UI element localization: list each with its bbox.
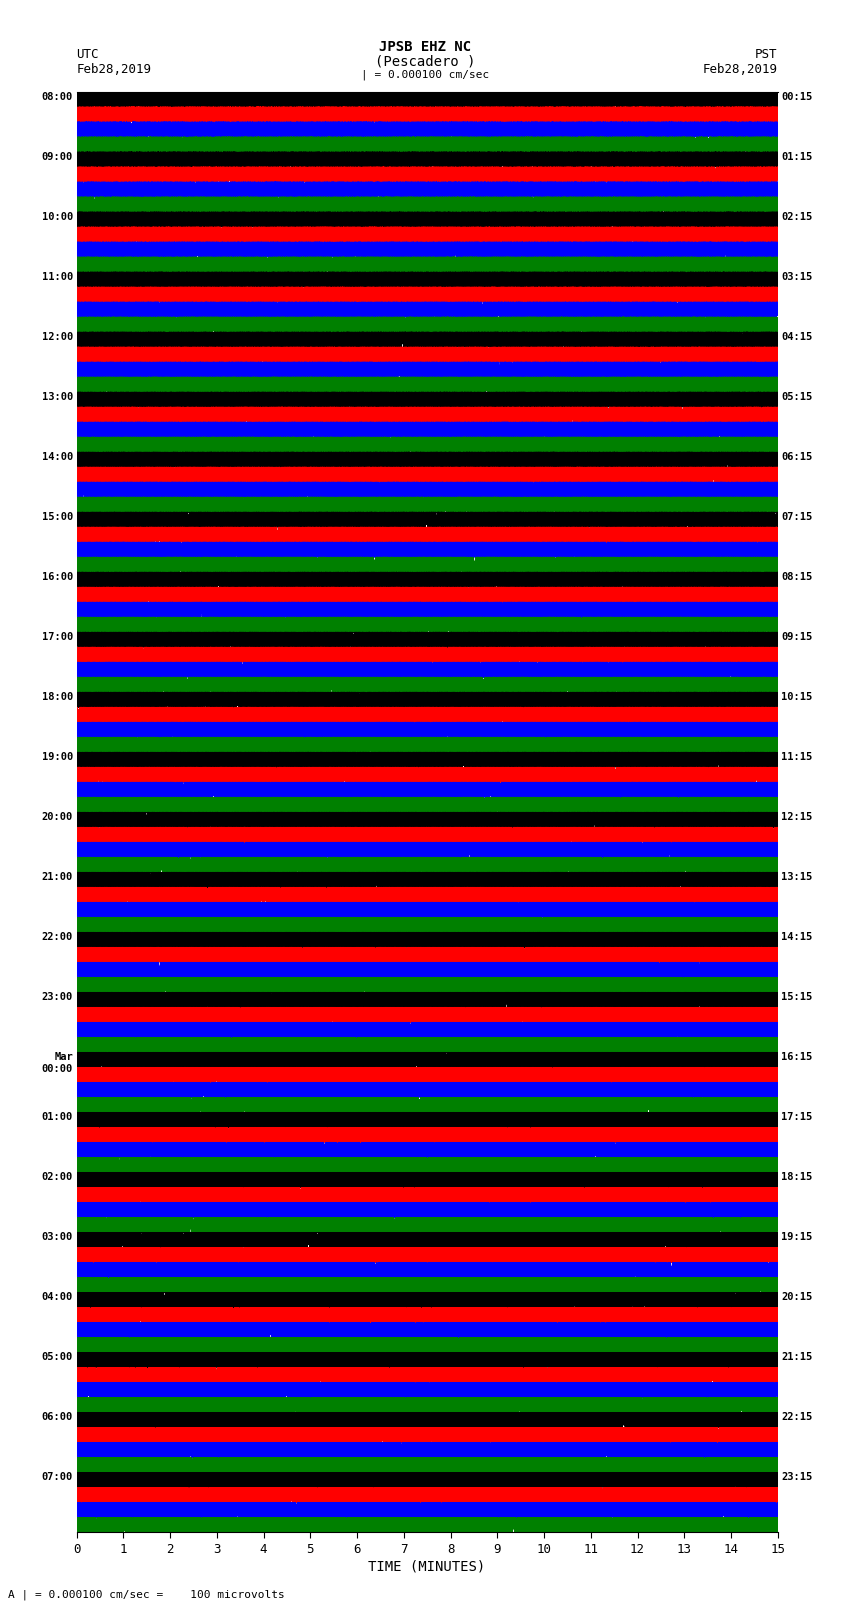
Text: 22:15: 22:15 xyxy=(781,1413,813,1423)
Text: 13:15: 13:15 xyxy=(781,873,813,882)
Text: 05:00: 05:00 xyxy=(42,1352,73,1363)
Text: JPSB EHZ NC: JPSB EHZ NC xyxy=(379,40,471,55)
Text: 02:00: 02:00 xyxy=(42,1173,73,1182)
Text: 11:15: 11:15 xyxy=(781,752,813,761)
Text: 21:15: 21:15 xyxy=(781,1352,813,1363)
Text: 20:00: 20:00 xyxy=(42,813,73,823)
Text: 20:15: 20:15 xyxy=(781,1292,813,1302)
Text: 03:00: 03:00 xyxy=(42,1232,73,1242)
Text: 15:15: 15:15 xyxy=(781,992,813,1002)
X-axis label: TIME (MINUTES): TIME (MINUTES) xyxy=(369,1560,485,1574)
Text: 21:00: 21:00 xyxy=(42,873,73,882)
Text: 11:00: 11:00 xyxy=(42,273,73,282)
Text: 10:00: 10:00 xyxy=(42,211,73,223)
Text: 14:15: 14:15 xyxy=(781,932,813,942)
Text: A | = 0.000100 cm/sec =    100 microvolts: A | = 0.000100 cm/sec = 100 microvolts xyxy=(8,1589,286,1600)
Text: 16:00: 16:00 xyxy=(42,573,73,582)
Text: 15:00: 15:00 xyxy=(42,511,73,523)
Text: 09:00: 09:00 xyxy=(42,152,73,161)
Text: 03:15: 03:15 xyxy=(781,273,813,282)
Text: | = 0.000100 cm/sec: | = 0.000100 cm/sec xyxy=(361,69,489,81)
Text: Feb28,2019: Feb28,2019 xyxy=(76,63,151,76)
Text: 14:00: 14:00 xyxy=(42,452,73,461)
Text: 02:15: 02:15 xyxy=(781,211,813,223)
Text: 17:15: 17:15 xyxy=(781,1113,813,1123)
Text: 12:00: 12:00 xyxy=(42,332,73,342)
Text: 17:00: 17:00 xyxy=(42,632,73,642)
Text: 12:15: 12:15 xyxy=(781,813,813,823)
Text: 22:00: 22:00 xyxy=(42,932,73,942)
Text: 08:15: 08:15 xyxy=(781,573,813,582)
Text: Mar
00:00: Mar 00:00 xyxy=(42,1052,73,1074)
Text: 04:00: 04:00 xyxy=(42,1292,73,1302)
Text: 16:15: 16:15 xyxy=(781,1052,813,1063)
Text: 09:15: 09:15 xyxy=(781,632,813,642)
Text: PST: PST xyxy=(756,48,778,61)
Text: 07:15: 07:15 xyxy=(781,511,813,523)
Text: 19:00: 19:00 xyxy=(42,752,73,761)
Text: 18:00: 18:00 xyxy=(42,692,73,702)
Text: 10:15: 10:15 xyxy=(781,692,813,702)
Text: 05:15: 05:15 xyxy=(781,392,813,402)
Text: 01:15: 01:15 xyxy=(781,152,813,161)
Text: Feb28,2019: Feb28,2019 xyxy=(703,63,778,76)
Text: UTC: UTC xyxy=(76,48,99,61)
Text: (Pescadero ): (Pescadero ) xyxy=(375,55,475,69)
Text: 23:00: 23:00 xyxy=(42,992,73,1002)
Text: 08:00: 08:00 xyxy=(42,92,73,102)
Text: 00:15: 00:15 xyxy=(781,92,813,102)
Text: 06:00: 06:00 xyxy=(42,1413,73,1423)
Text: 06:15: 06:15 xyxy=(781,452,813,461)
Text: 13:00: 13:00 xyxy=(42,392,73,402)
Text: 01:00: 01:00 xyxy=(42,1113,73,1123)
Text: 19:15: 19:15 xyxy=(781,1232,813,1242)
Text: 18:15: 18:15 xyxy=(781,1173,813,1182)
Text: 23:15: 23:15 xyxy=(781,1473,813,1482)
Text: 07:00: 07:00 xyxy=(42,1473,73,1482)
Text: 04:15: 04:15 xyxy=(781,332,813,342)
